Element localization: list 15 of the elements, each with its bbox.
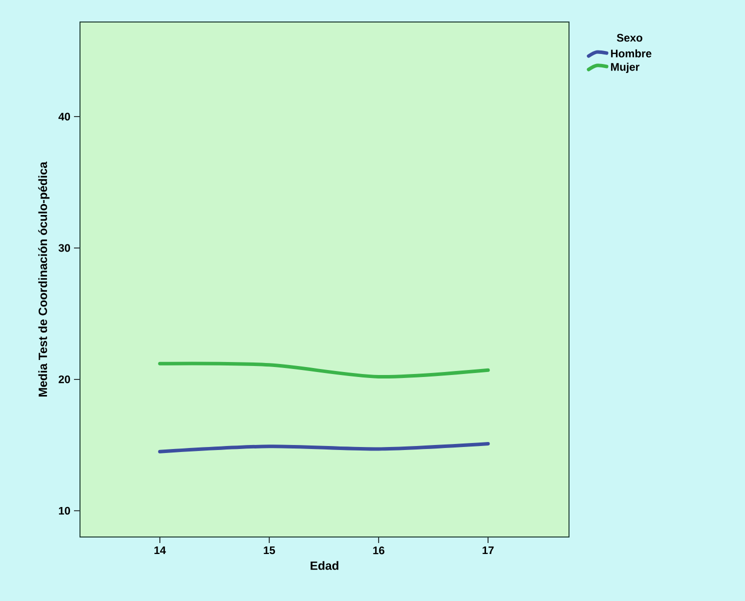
- x-tick-label: 16: [373, 546, 384, 554]
- y-tick-label: 30: [58, 244, 70, 252]
- line-series: [158, 362, 490, 378]
- line-series: [158, 442, 490, 454]
- legend-label: Hombre: [611, 49, 652, 58]
- y-axis-title: Media Test de Coordinación óculo-pédica: [38, 162, 50, 396]
- legend-label: Mujer: [611, 62, 640, 73]
- x-axis-title: Edad: [310, 561, 338, 570]
- y-tick-label: 20: [58, 375, 70, 384]
- x-tick-label: 14: [154, 546, 166, 554]
- x-tick-label: 15: [264, 546, 276, 554]
- y-tick-label: 40: [58, 112, 70, 120]
- y-tick-label: 10: [58, 506, 70, 515]
- legend-title: Sexo: [616, 34, 642, 42]
- x-tick-label: 17: [482, 546, 494, 554]
